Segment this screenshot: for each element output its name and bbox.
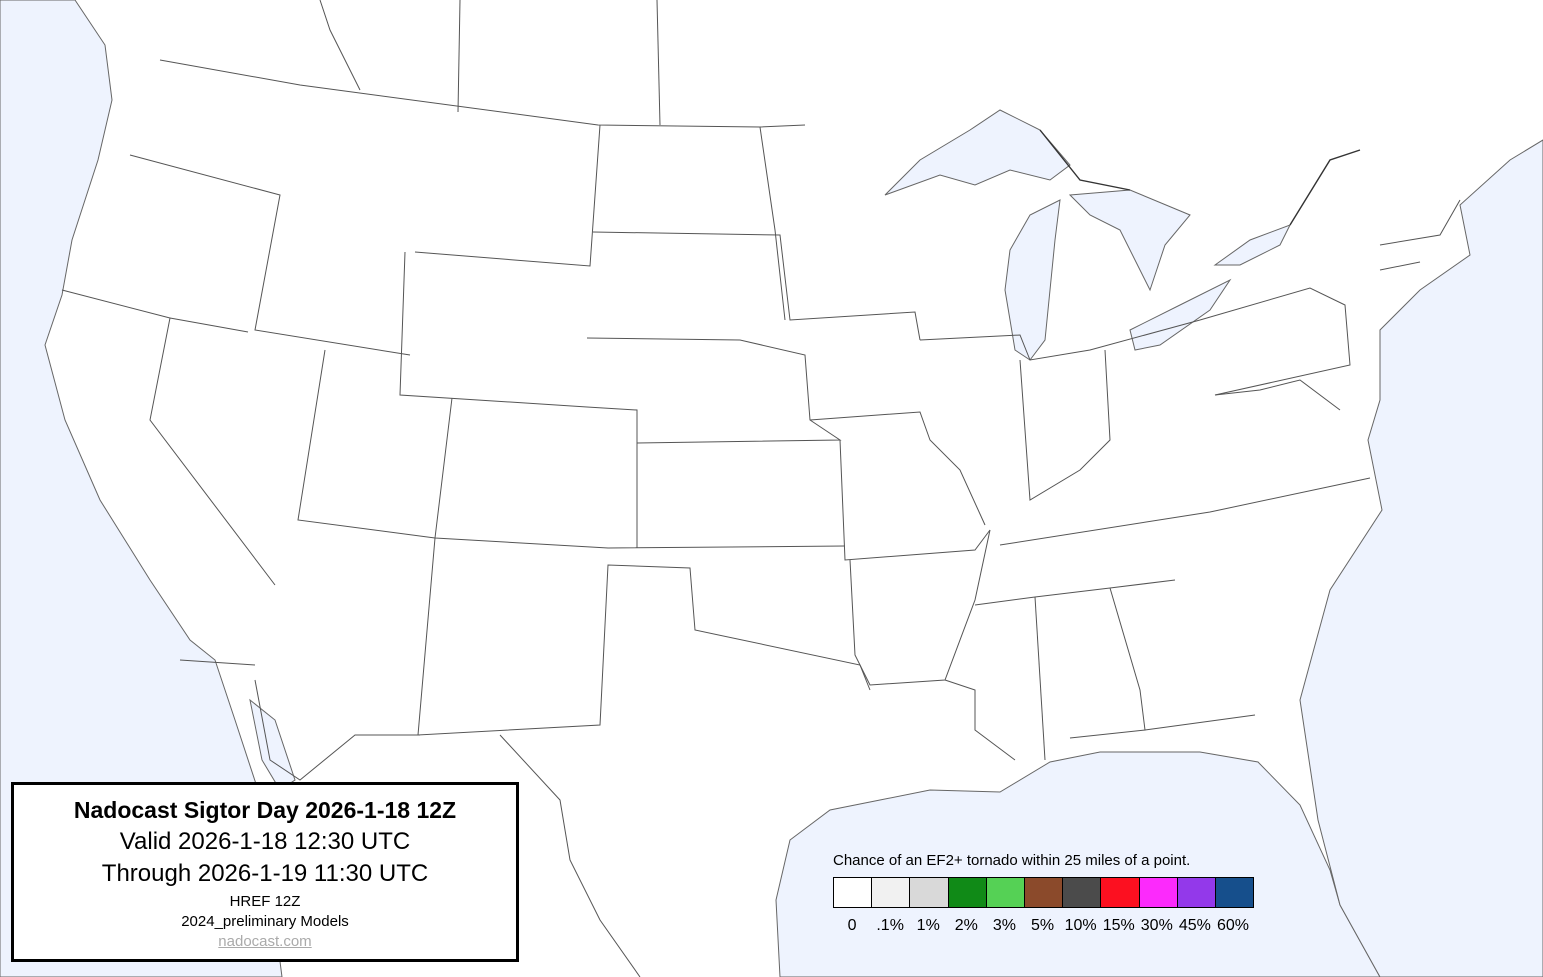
legend-swatch [1177,878,1216,907]
legend-swatch [1024,878,1064,907]
legend-swatch [834,878,873,907]
through-time: Through 2026-1-19 11:30 UTC [101,860,429,887]
legend-swatch [948,878,987,907]
lake-erie [1129,278,1232,351]
valid-time: Valid 2026-1-18 12:30 UTC [119,828,411,855]
legend-label: 5% [1030,917,1055,934]
legend-swatch [986,878,1025,907]
legend-label: 45% [1178,917,1211,934]
international-borders [1039,129,1361,226]
legend-labels: 0 .1% 1% 2% 3% 5% 10% 15% 30% 45% 60% [833,917,1254,935]
legend-swatch [910,878,949,907]
legend-swatch [1215,878,1254,907]
models-version: 2024_preliminary Models [181,913,349,930]
gulf-of-california [249,698,296,791]
legend-swatch [1063,878,1102,907]
nadocast-link[interactable]: nadocast.com [218,933,312,950]
legend-label: 0 [847,917,857,934]
legend-label: 3% [992,917,1016,934]
legend-label: 1% [916,917,940,934]
legend-caption: Chance of an EF2+ tornado within 25 mile… [833,852,1191,869]
lake-ontario [1213,224,1292,266]
forecast-title: Nadocast Sigtor Day 2026-1-18 12Z [73,797,457,823]
legend-label: 2% [954,917,978,934]
probability-legend: Chance of an EF2+ tornado within 25 mile… [833,852,1254,935]
model-name: HREF 12Z [229,893,301,910]
title-box: Nadocast Sigtor Day 2026-1-18 12Z Valid … [11,782,519,962]
legend-label: 60% [1216,917,1249,934]
legend-label: .1% [876,917,904,934]
lake-huron [1068,189,1191,292]
legend-label: 15% [1102,917,1135,934]
legend-swatches [833,877,1254,908]
lake-michigan [1004,199,1061,361]
state-borders [61,0,1461,977]
legend-label: 10% [1064,917,1097,934]
legend-label: 30% [1140,917,1173,934]
legend-swatch [872,878,911,907]
legend-swatch [1101,878,1140,907]
legend-swatch [1139,878,1178,907]
lake-superior [884,109,1071,196]
atlantic-ocean [1299,139,1543,977]
